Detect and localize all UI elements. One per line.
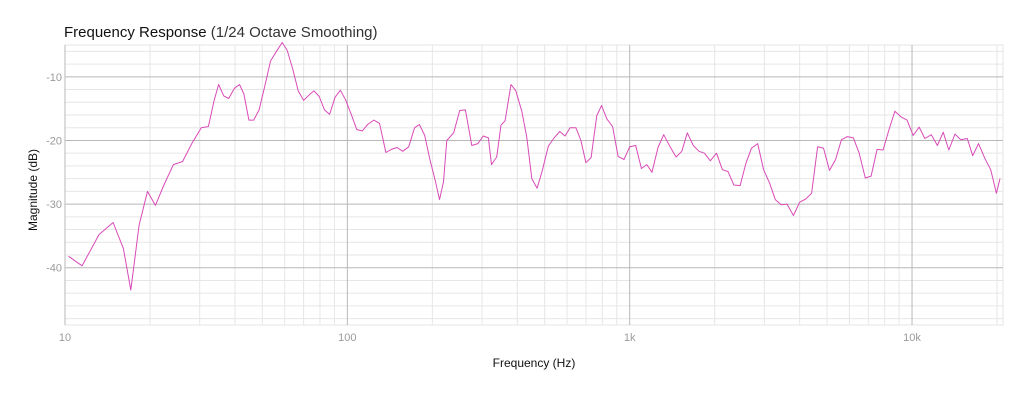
y-tick-label: -30 [46,199,62,211]
minor-grid [64,44,1004,326]
x-tick-label: 10 [59,332,71,344]
series-line [68,42,1001,291]
x-tick-labels: 10 100 1k 10k [59,332,922,344]
chart-title-subtitle: (1/24 Octave Smoothing) [210,24,378,41]
y-tick-labels: -10 -20 -30 -40 [46,72,62,275]
chart-title: Frequency Response (1/24 Octave Smoothin… [64,24,378,41]
series-group [68,42,1001,291]
x-tick-label: 1k [624,332,636,344]
x-tick-label: 100 [338,332,356,344]
chart-title-main: Frequency Response [64,24,207,41]
major-grid [64,45,1003,325]
x-tick-label: 10k [903,332,921,344]
plot-frame [64,44,1004,326]
y-tick-label: -40 [46,263,62,275]
y-tick-label: -10 [46,72,62,84]
y-tick-label: -20 [46,135,62,147]
x-axis-label: Frequency (Hz) [492,356,576,370]
